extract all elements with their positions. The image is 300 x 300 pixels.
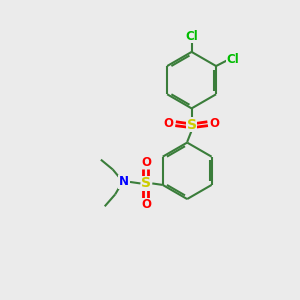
Text: N: N [119, 176, 129, 188]
Text: S: S [141, 176, 152, 190]
Text: S: S [187, 118, 196, 132]
Text: Cl: Cl [185, 30, 198, 43]
Text: Cl: Cl [226, 53, 239, 66]
Text: O: O [141, 155, 152, 169]
Text: O: O [209, 117, 220, 130]
Text: O: O [141, 198, 152, 211]
Text: O: O [164, 117, 174, 130]
